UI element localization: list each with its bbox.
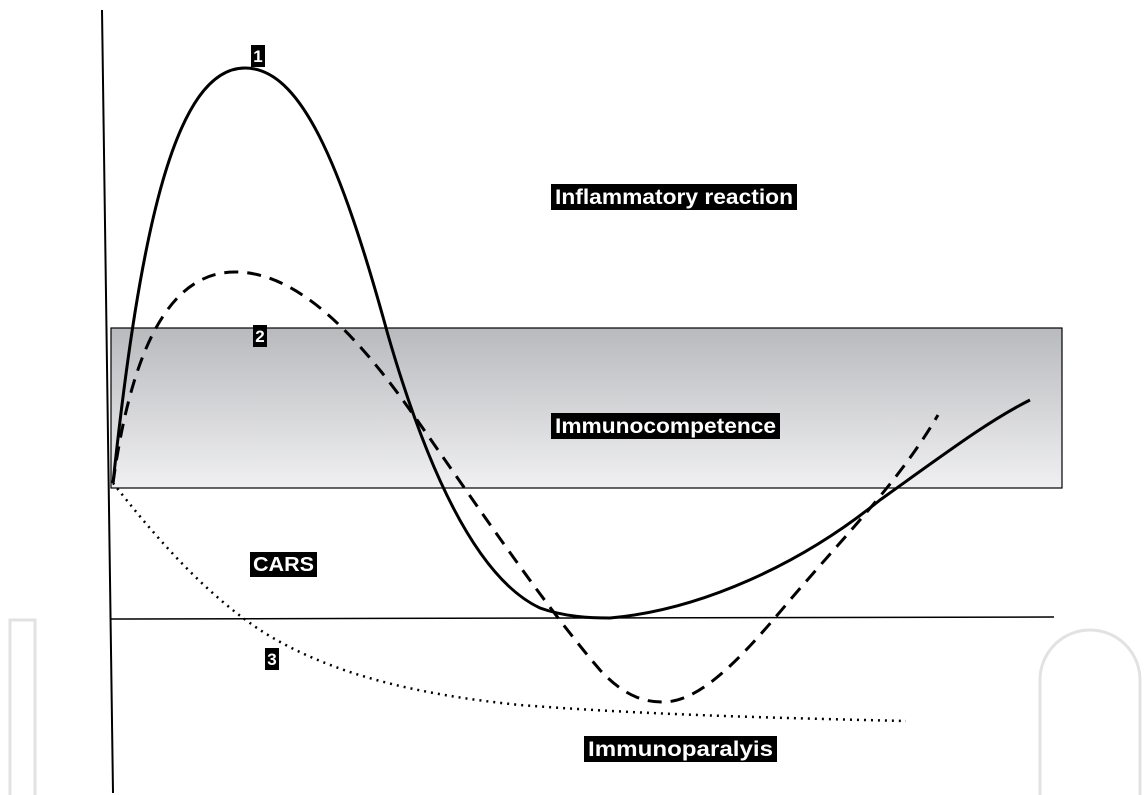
curve-3-dotted: [112, 482, 907, 723]
watermark-logo: [8, 618, 1142, 795]
svg-text:Inflammatory reaction: Inflammatory reaction: [555, 186, 793, 209]
curve-2-label: 2: [253, 325, 267, 347]
label-cars: CARS: [250, 552, 317, 577]
svg-text:3: 3: [267, 650, 276, 669]
label-immunocompetence: Immunocompetence: [551, 413, 780, 439]
svg-text:Immunoparalyis: Immunoparalyis: [588, 738, 773, 761]
curve-1-solid: [111, 66, 1031, 620]
label-immunoparalysis: Immunoparalyis: [584, 736, 777, 762]
immunocompetence-band: [110, 327, 1063, 489]
svg-text:2: 2: [255, 327, 264, 346]
curve-1-label: 1: [251, 45, 265, 67]
svg-text:Immunocompetence: Immunocompetence: [555, 415, 776, 438]
vertical-axis: [101, 9, 114, 794]
label-inflammatory-reaction: Inflammatory reaction: [551, 184, 797, 210]
curve-3-label: 3: [265, 648, 279, 670]
svg-text:CARS: CARS: [253, 554, 314, 576]
svg-text:1: 1: [253, 47, 262, 66]
